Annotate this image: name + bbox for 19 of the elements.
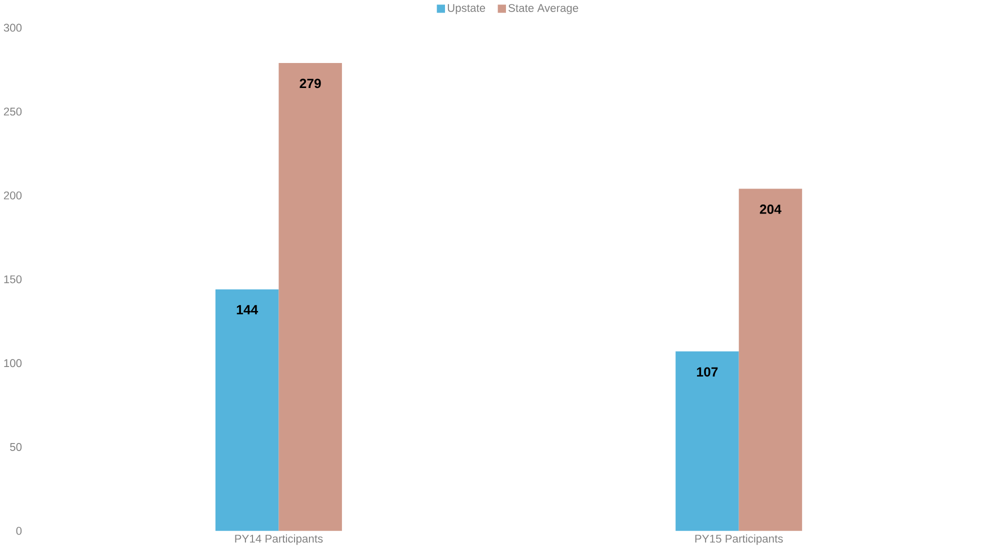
bar bbox=[676, 351, 739, 531]
data-label: 144 bbox=[236, 305, 258, 314]
y-tick-label: 200 bbox=[4, 191, 22, 200]
y-tick-label: 50 bbox=[10, 442, 22, 451]
y-tick-label: 100 bbox=[4, 359, 22, 367]
bar bbox=[738, 188, 802, 531]
bar bbox=[215, 289, 279, 531]
y-tick-label: 0 bbox=[16, 526, 22, 535]
data-label: 107 bbox=[697, 367, 718, 376]
legend-label: State Average bbox=[508, 4, 578, 14]
data-label: 279 bbox=[300, 78, 321, 88]
x-tick-label: PY14 Participants bbox=[235, 534, 323, 545]
y-tick-label: 150 bbox=[4, 275, 22, 284]
bar bbox=[278, 62, 342, 531]
y-tick-label: 300 bbox=[4, 24, 22, 32]
y-tick-label: 250 bbox=[4, 108, 22, 116]
legend-label: Upstate bbox=[448, 4, 486, 14]
x-tick-label: PY15 Participants bbox=[695, 534, 783, 545]
data-label: 204 bbox=[760, 204, 782, 214]
